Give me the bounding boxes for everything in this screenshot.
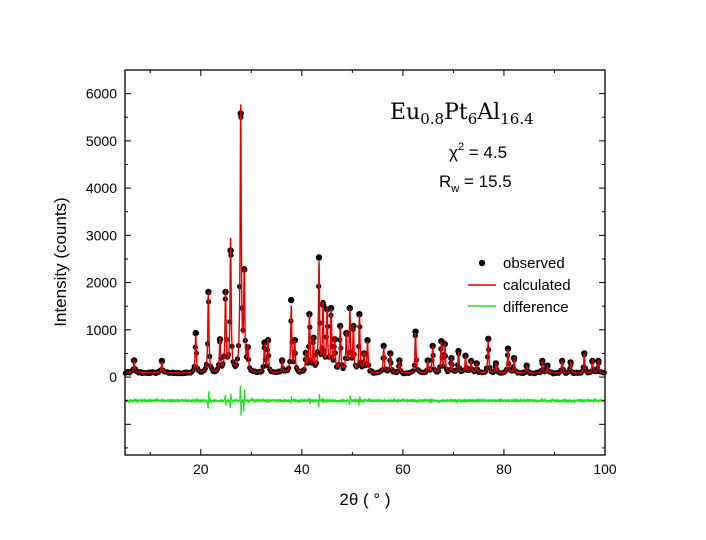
observed-peak-point: [315, 254, 323, 261]
rw-base: R: [439, 172, 451, 191]
chi-symbol: χ: [449, 143, 458, 162]
legend-calculated-label: calculated: [503, 277, 571, 294]
y-tick-label: 2000: [86, 275, 117, 291]
rw-sub: w: [450, 183, 459, 195]
observed-peak-point: [380, 342, 387, 350]
chi-sup: 2: [458, 141, 464, 153]
x-tick-label: 60: [395, 461, 411, 477]
observed-peak-point: [205, 288, 212, 296]
formula-pt: Pt: [444, 100, 468, 125]
observed-peak-point: [288, 296, 295, 304]
observed-peak-point: [356, 311, 363, 318]
plot-frame: [124, 69, 606, 456]
formula-eu: Eu: [390, 100, 420, 125]
observed-peak-point: [337, 322, 344, 330]
chi-value: = 4.5: [464, 143, 507, 162]
calculated-series: [125, 104, 605, 374]
difference-series: [124, 385, 606, 416]
y-tick-label: 4000: [86, 180, 117, 196]
x-tick-label: 20: [193, 461, 209, 477]
y-axis-title: Intensity (counts): [51, 197, 70, 326]
observed-peak-point: [192, 329, 199, 337]
y-tick-label: 3000: [86, 227, 117, 243]
y-tick-label: 1000: [86, 322, 117, 338]
observed-peak-point: [429, 342, 436, 350]
rw-value: = 15.5: [459, 172, 511, 191]
observed-peak-point: [581, 350, 588, 357]
legend-difference-label: difference: [503, 299, 569, 316]
observed-peak-point: [364, 337, 371, 344]
x-tick-label: 40: [294, 461, 310, 477]
data-layer: [122, 104, 607, 416]
legend: observed calculated difference: [468, 255, 571, 316]
x-tick-label: 80: [496, 461, 512, 477]
formula-al: Al: [476, 100, 500, 125]
observed-peak-point: [485, 335, 492, 342]
formula-annotation: Eu0.8Pt6Al16.4: [390, 100, 534, 128]
y-tick-label: 0: [109, 369, 117, 385]
x-axis-title: 2θ ( ° ): [339, 490, 390, 509]
observed-peak-point: [412, 328, 419, 335]
legend-observed-label: observed: [503, 255, 565, 272]
y-tick-label: 5000: [86, 133, 117, 149]
legend-observed-marker: [478, 259, 486, 267]
observed-peak-point: [455, 347, 462, 355]
chi-squared-annotation: χ2 = 4.5: [449, 141, 507, 162]
rw-annotation: Rw = 15.5: [439, 172, 512, 195]
x-tick-label: 100: [593, 461, 617, 477]
y-tick-label: 6000: [86, 86, 117, 102]
observed-peak-point: [387, 350, 394, 357]
formula-al-sub: 16.4: [500, 110, 533, 128]
observed-peak-point: [504, 345, 512, 352]
observed-peak-point: [346, 304, 353, 312]
formula-eu-sub: 0.8: [420, 110, 444, 128]
formula-pt-sub: 6: [468, 110, 478, 128]
